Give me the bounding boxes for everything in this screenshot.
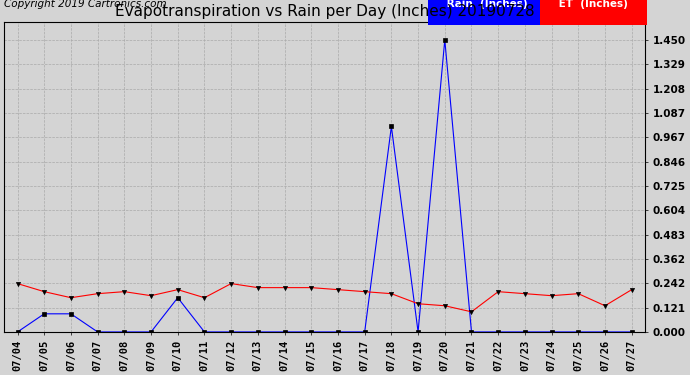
Text: Rain  (Inches): Rain (Inches) xyxy=(443,0,531,9)
Title: Evapotranspiration vs Rain per Day (Inches) 20190728: Evapotranspiration vs Rain per Day (Inch… xyxy=(115,4,535,19)
Text: Copyright 2019 Cartronics.com: Copyright 2019 Cartronics.com xyxy=(4,0,167,9)
Text: ET  (Inches): ET (Inches) xyxy=(555,0,632,9)
